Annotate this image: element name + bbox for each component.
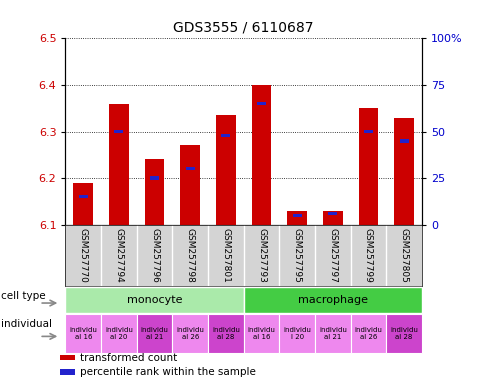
Text: GSM257795: GSM257795 — [292, 228, 301, 283]
Text: percentile rank within the sample: percentile rank within the sample — [80, 367, 256, 377]
Bar — [385, 314, 421, 353]
Text: cell type: cell type — [1, 291, 46, 301]
Text: GSM257796: GSM257796 — [150, 228, 159, 283]
Bar — [180, 146, 199, 225]
Text: monocyte: monocyte — [127, 295, 182, 305]
Text: individu
al 28: individu al 28 — [390, 327, 417, 340]
Bar — [60, 355, 75, 360]
Bar — [114, 130, 123, 133]
Bar — [216, 115, 235, 225]
Bar — [145, 159, 164, 225]
Text: GSM257797: GSM257797 — [328, 228, 337, 283]
Bar — [65, 314, 101, 353]
Bar — [322, 211, 342, 225]
Bar — [393, 118, 413, 225]
Text: individu
l 20: individu l 20 — [283, 327, 310, 340]
Bar — [109, 104, 128, 225]
Text: GSM257794: GSM257794 — [114, 228, 123, 283]
Text: individu
al 26: individu al 26 — [176, 327, 204, 340]
Bar — [65, 287, 243, 313]
Title: GDS3555 / 6110687: GDS3555 / 6110687 — [173, 20, 313, 35]
Bar — [328, 212, 336, 215]
Text: macrophage: macrophage — [297, 295, 367, 305]
Text: individu
al 28: individu al 28 — [212, 327, 239, 340]
Text: individual: individual — [1, 319, 52, 329]
Bar — [350, 314, 385, 353]
Bar — [208, 314, 243, 353]
Bar — [136, 314, 172, 353]
Text: GSM257798: GSM257798 — [185, 228, 195, 283]
Bar — [257, 102, 265, 105]
Bar — [150, 176, 159, 180]
Bar — [363, 130, 372, 133]
Bar — [292, 214, 301, 217]
Bar — [74, 183, 93, 225]
Bar — [221, 134, 230, 137]
Bar — [172, 314, 208, 353]
Bar — [185, 167, 194, 170]
Bar — [60, 369, 75, 375]
Text: individu
al 26: individu al 26 — [354, 327, 381, 340]
Bar — [279, 314, 314, 353]
Bar — [251, 85, 271, 225]
Bar — [358, 108, 378, 225]
Bar — [314, 314, 350, 353]
Text: individu
al 20: individu al 20 — [105, 327, 133, 340]
Text: individu
al 21: individu al 21 — [318, 327, 346, 340]
Text: GSM257793: GSM257793 — [257, 228, 266, 283]
Text: GSM257801: GSM257801 — [221, 228, 230, 283]
Bar — [243, 314, 279, 353]
Text: individu
al 16: individu al 16 — [69, 327, 97, 340]
Bar — [243, 287, 421, 313]
Text: GSM257799: GSM257799 — [363, 228, 372, 283]
Text: individu
al 21: individu al 21 — [140, 327, 168, 340]
Text: GSM257805: GSM257805 — [399, 228, 408, 283]
Bar — [79, 195, 88, 199]
Text: transformed count: transformed count — [80, 353, 177, 362]
Bar — [399, 139, 408, 142]
Text: GSM257770: GSM257770 — [78, 228, 88, 283]
Bar — [287, 211, 306, 225]
Bar — [101, 314, 136, 353]
Text: individu
al 16: individu al 16 — [247, 327, 275, 340]
